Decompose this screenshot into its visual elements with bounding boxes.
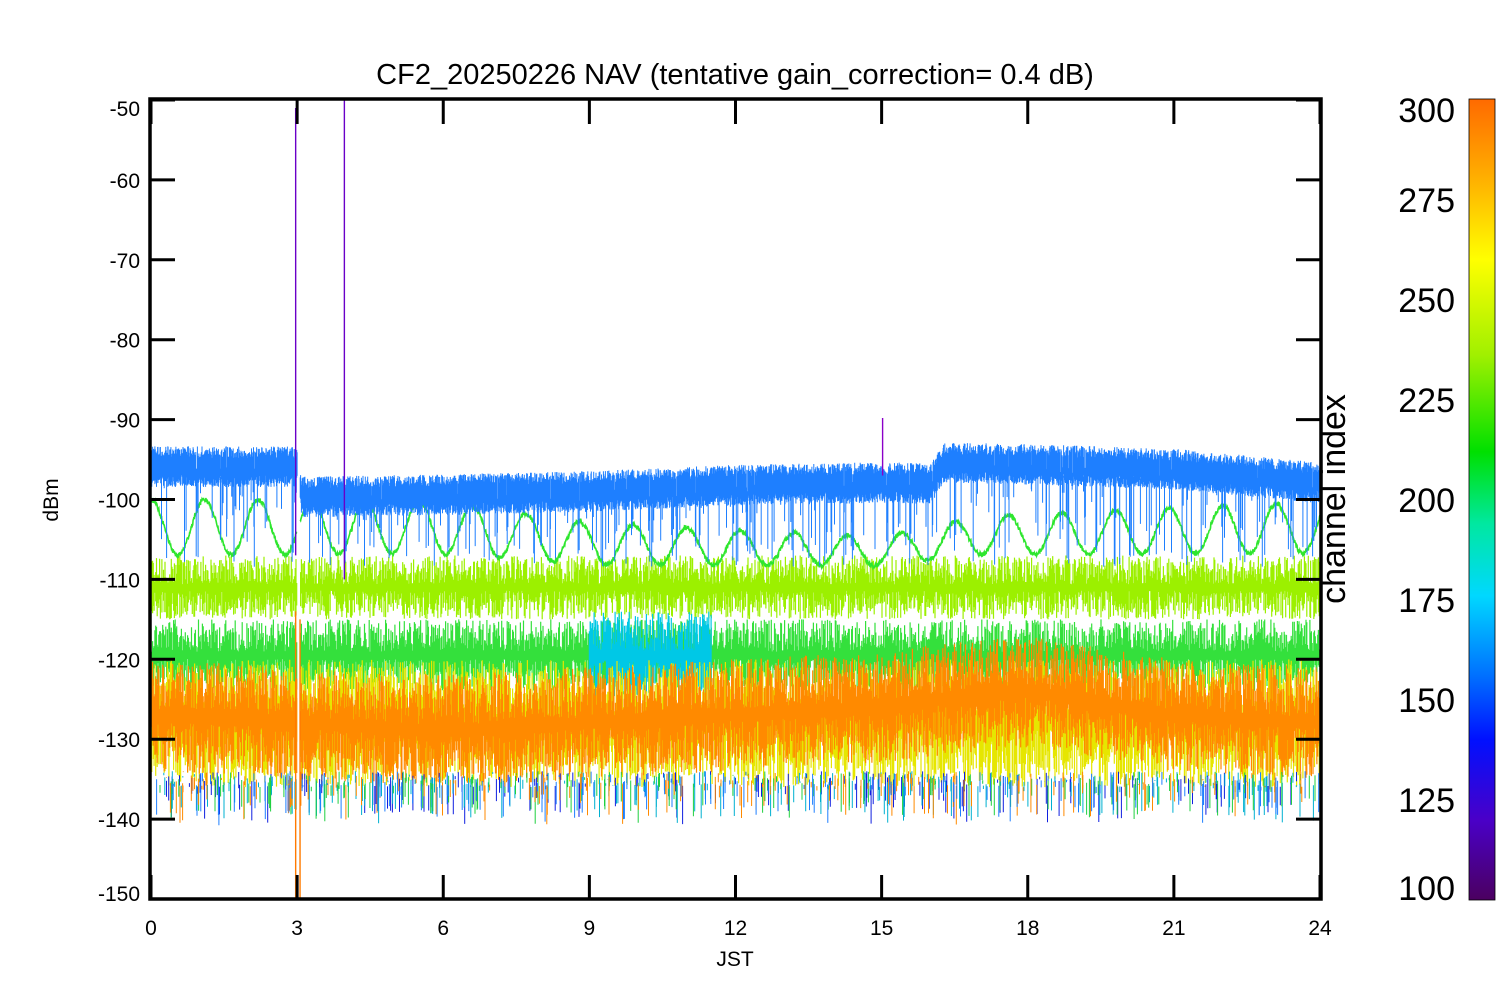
y-tick-label: -150 [98, 883, 140, 906]
colorbar-tick-label: 250 [1398, 282, 1455, 320]
series-channel-290 [151, 637, 1321, 785]
x-axis-label: JST [716, 948, 754, 971]
colorbar-tick-label: 100 [1398, 870, 1455, 908]
low-excursions [156, 771, 1320, 826]
series-channel-255 [151, 555, 1321, 620]
chart-title: CF2_20250226 NAV (tentative gain_correct… [376, 59, 1094, 91]
y-tick-label: -110 [100, 569, 140, 592]
colorbar-tick-label: 300 [1398, 92, 1455, 130]
colorbar-label: channel index [1315, 394, 1353, 604]
y-tick-label: -80 [110, 330, 140, 353]
x-axis: 0 3 6 9 12 15 18 21 24 [145, 100, 1332, 940]
colorbar-tick-label: 225 [1398, 382, 1455, 420]
x-tick-label: 12 [724, 917, 747, 940]
data-marks [151, 100, 1321, 899]
series-channel-150-trace [151, 443, 1321, 567]
series-channel-290-trace [151, 637, 1321, 785]
colorbar-tick-label: 200 [1398, 482, 1455, 520]
colorbar-tick-label: 275 [1398, 182, 1455, 220]
low-excursion-trace [166, 771, 1303, 825]
series-channel-255-trace [151, 555, 1321, 620]
y-tick-label: -90 [110, 410, 140, 433]
colorbar-tick-label: 125 [1398, 782, 1455, 820]
x-tick-label: 21 [1162, 917, 1185, 940]
x-tick-label: 0 [145, 917, 157, 940]
x-tick-label: 6 [437, 917, 449, 940]
x-tick-label: 18 [1016, 917, 1039, 940]
y-tick-label: -100 [98, 490, 140, 513]
colorbar-tick-label: 150 [1398, 682, 1455, 720]
series-channel-150 [151, 443, 1321, 567]
y-tick-label: -50 [110, 98, 140, 121]
y-tick-label: -120 [98, 649, 140, 672]
y-tick-label: -60 [110, 170, 140, 193]
y-axis: -50 -60 -70 -80 -90 -100 -110 -120 -130 -140 -150 [98, 98, 1320, 906]
y-tick-label: -70 [110, 250, 140, 273]
x-tick-label: 3 [291, 917, 303, 940]
x-tick-label: 24 [1308, 917, 1332, 940]
low-excursion-trace [156, 771, 1320, 826]
colorbar [1468, 98, 1496, 901]
x-tick-label: 15 [870, 917, 893, 940]
y-tick-label: -140 [98, 809, 140, 832]
colorbar-tick-label: 175 [1398, 582, 1455, 620]
x-tick-label: 9 [584, 917, 596, 940]
y-axis-label: dBm [40, 478, 63, 521]
y-tick-label: -130 [98, 729, 140, 752]
colorbar-ticks: 300 275 250 225 200 175 150 125 100 [1398, 92, 1455, 908]
